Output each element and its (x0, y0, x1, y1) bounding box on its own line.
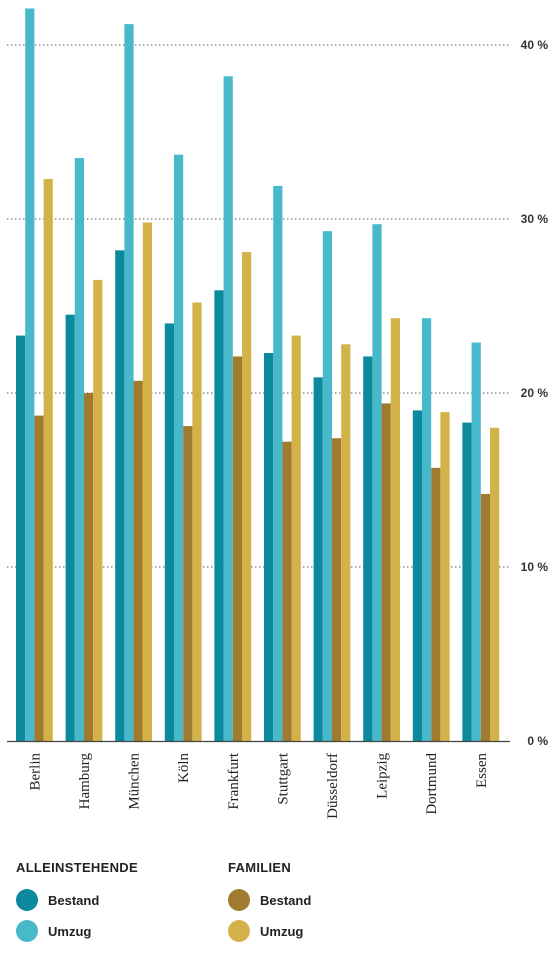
x-category-label: Leipzig (375, 753, 391, 799)
bar-alleinstehende-umzug (223, 76, 233, 741)
bar-alleinstehende-bestand (214, 290, 224, 741)
x-category-label: Dortmund (424, 753, 440, 815)
bar-familien-bestand (232, 356, 242, 741)
bar-familien-umzug (142, 222, 152, 742)
bar-alleinstehende-umzug (471, 342, 481, 741)
bar-familien-umzug (490, 427, 500, 741)
bar-alleinstehende-bestand (164, 323, 174, 741)
bar-alleinstehende-bestand (115, 250, 125, 741)
bar-familien-bestand (431, 467, 441, 741)
bar-familien-bestand (282, 441, 292, 741)
bar-alleinstehende-umzug (124, 24, 134, 742)
bar-familien-umzug (242, 252, 252, 741)
legend-item-familien-bestand: Bestand (228, 889, 311, 911)
legend-item-label: Umzug (260, 923, 304, 939)
y-tick-label: 0 % (527, 734, 548, 748)
y-tick-label: 30 % (521, 212, 549, 226)
x-category-label: Stuttgart (275, 752, 291, 804)
bar-familien-umzug (43, 178, 53, 742)
bar-alleinstehende-bestand (462, 422, 472, 741)
bar-chart: 0 % 10 % 20 % 30 % 40 % Berlin Hamburg München K… (7, 8, 549, 819)
bar-alleinstehende-umzug (174, 154, 184, 741)
bar-familien-umzug (93, 279, 103, 741)
bar-alleinstehende-bestand (313, 377, 323, 741)
bar-familien-umzug (192, 302, 202, 741)
x-category-label: Köln (176, 753, 192, 784)
legend-group-familien: FAMILIEN Bestand Umzug (228, 860, 311, 951)
bar-familien-umzug (440, 412, 450, 741)
bar-alleinstehende-umzug (372, 224, 382, 742)
bar-familien-umzug (291, 335, 301, 741)
legend-item-familien-umzug: Umzug (228, 920, 311, 942)
bar-alleinstehende-umzug (322, 231, 332, 741)
y-tick-label: 10 % (521, 560, 549, 574)
bar-alleinstehende-bestand (65, 314, 75, 741)
bar-alleinstehende-bestand (412, 410, 422, 741)
x-category-label: Essen (474, 753, 490, 788)
bar-familien-bestand (480, 493, 490, 741)
legend-swatch (16, 889, 38, 911)
legend-item-alleinstehende-bestand: Bestand (16, 889, 138, 911)
y-tick-label: 40 % (521, 38, 549, 52)
bar-familien-bestand (381, 403, 391, 741)
bar-familien-umzug (341, 344, 351, 741)
x-category-label: Berlin (27, 753, 43, 791)
legend-item-label: Umzug (48, 923, 92, 939)
bar-familien-bestand (332, 438, 342, 741)
legend-swatch (228, 920, 250, 942)
bar-alleinstehende-umzug (273, 185, 283, 741)
x-category-label: Frankfurt (226, 752, 242, 809)
legend-group-title: FAMILIEN (228, 860, 292, 875)
bar-familien-bestand (34, 415, 44, 741)
y-tick-label: 20 % (521, 386, 549, 400)
bar-alleinstehende-umzug (74, 158, 84, 742)
legend-group-title: ALLEINSTEHENDE (16, 860, 138, 875)
legend-item-label: Bestand (260, 892, 312, 908)
legend-group-alleinstehende: ALLEINSTEHENDE Bestand Umzug (16, 860, 138, 951)
legend-item-label: Bestand (48, 892, 100, 908)
x-category-label: Hamburg (77, 753, 93, 810)
bar-familien-umzug (390, 318, 400, 741)
bar-alleinstehende-umzug (25, 8, 35, 741)
legend-item-alleinstehende-umzug: Umzug (16, 920, 138, 942)
bar-alleinstehende-bestand (16, 335, 26, 741)
bar-alleinstehende-umzug (422, 318, 432, 741)
bar-alleinstehende-bestand (363, 356, 373, 741)
legend: ALLEINSTEHENDE Bestand Umzug FAMILIEN Be… (0, 860, 560, 960)
bar-familien-bestand (183, 426, 193, 741)
bar-alleinstehende-bestand (264, 352, 274, 741)
legend-swatch (228, 889, 250, 911)
bar-familien-bestand (84, 393, 94, 741)
bar-familien-bestand (133, 380, 143, 741)
legend-swatch (16, 920, 38, 942)
x-category-label: Düsseldorf (325, 753, 341, 819)
x-category-label: München (127, 753, 143, 810)
